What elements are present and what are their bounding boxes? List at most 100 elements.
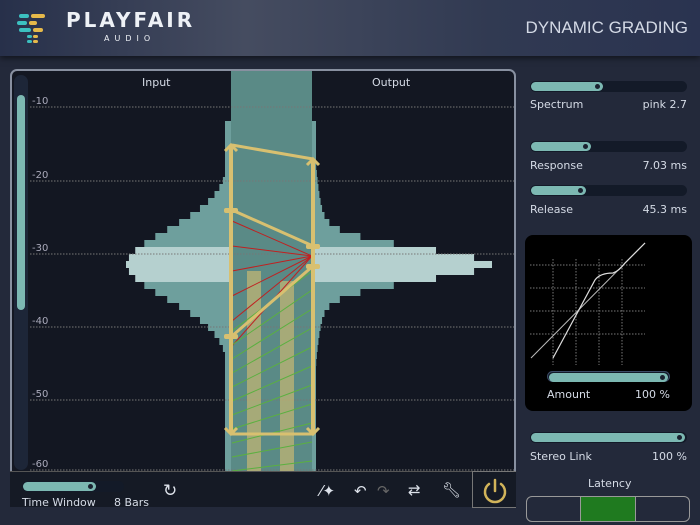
input-histogram-bar	[225, 142, 231, 149]
mapping-line-red	[231, 220, 313, 257]
latency-option-3[interactable]	[635, 496, 690, 522]
vertical-scrollbar[interactable]	[14, 75, 28, 470]
grading-view[interactable]: -10 -20 -30 -40 -50 -60 Input Output	[10, 69, 516, 506]
output-histogram-bar	[312, 233, 361, 240]
grading-visualization[interactable]: -10 -20 -30 -40 -50 -60	[12, 71, 514, 504]
mapping-line-green	[231, 460, 313, 472]
latency-label: Latency	[588, 477, 632, 490]
input-histogram-bar	[190, 310, 231, 317]
input-histogram-bar	[225, 373, 231, 380]
output-histogram-bar	[312, 205, 323, 212]
latency-option-2[interactable]	[580, 496, 636, 522]
output-histogram-bar	[312, 198, 321, 205]
output-histogram-bar	[312, 226, 340, 233]
swap-icon[interactable]: ⇄	[408, 481, 421, 499]
magic-wand-icon[interactable]: ⁄✦	[320, 482, 336, 500]
output-histogram-bar	[312, 247, 437, 254]
input-histogram-bar	[225, 380, 231, 387]
input-histogram-bar	[225, 422, 231, 429]
mapping-line-green	[231, 327, 313, 374]
input-histogram-bar	[199, 317, 231, 324]
response-slider[interactable]	[530, 141, 687, 152]
stereo-link-value: 100 %	[652, 450, 687, 463]
time-window-label: Time Window	[22, 496, 96, 509]
amount-value: 100 %	[635, 388, 670, 401]
redo-icon[interactable]: ↷	[377, 482, 390, 500]
input-histogram-bar	[225, 149, 231, 156]
input-histogram-bar	[225, 170, 231, 177]
time-window-slider[interactable]	[22, 481, 124, 492]
transfer-curve-graph	[530, 242, 646, 365]
input-histogram-bar	[167, 226, 231, 233]
output-histogram-bar	[312, 121, 316, 128]
output-histogram-bar	[312, 212, 325, 219]
level-band	[247, 271, 261, 504]
wrench-icon[interactable]: 🔧︎	[442, 481, 462, 499]
input-histogram-bar	[128, 268, 231, 275]
db-tick-label: -60	[32, 459, 48, 470]
level-band	[280, 281, 294, 504]
output-histogram-bar	[312, 457, 316, 464]
db-tick-label: -40	[32, 316, 48, 327]
input-histogram-bar	[219, 338, 231, 345]
output-histogram-bar	[312, 254, 475, 261]
output-histogram-bar	[312, 338, 319, 345]
logo-icon	[17, 14, 45, 43]
release-slider[interactable]	[530, 185, 687, 196]
arrow-handle-icon	[305, 156, 321, 167]
input-histogram-bar	[225, 436, 231, 443]
brand-name: PLAYFAIR	[66, 8, 196, 32]
arrow-handle-icon	[223, 426, 239, 437]
output-histogram-bar	[312, 303, 330, 310]
breakpoint-handle	[224, 334, 238, 339]
latency-option-1[interactable]	[526, 496, 581, 522]
undo-icon[interactable]: ↶	[354, 482, 367, 500]
input-histogram-bar	[155, 289, 231, 296]
output-histogram-bar	[312, 184, 319, 191]
input-histogram-bar	[225, 352, 231, 359]
refresh-icon[interactable]: ↻	[163, 481, 178, 501]
output-histogram-bar	[312, 296, 340, 303]
input-histogram-bar	[225, 128, 231, 135]
input-histogram-bar	[225, 457, 231, 464]
output-histogram-bar	[312, 149, 316, 156]
db-tick-label: -10	[32, 96, 48, 107]
mapping-line-red	[231, 255, 313, 272]
spectrum-slider[interactable]	[530, 81, 687, 92]
output-histogram-bar	[312, 142, 316, 149]
mapping-line-green	[231, 403, 313, 430]
amount-slider[interactable]	[547, 371, 670, 382]
plugin-title: DYNAMIC GRADING	[525, 18, 688, 37]
upper-link	[231, 208, 314, 248]
input-histogram-bar	[135, 247, 231, 254]
output-histogram-bar	[312, 219, 330, 226]
input-histogram-bar	[144, 282, 231, 289]
arrow-handle-icon	[223, 142, 239, 153]
breakpoint-handle	[306, 244, 320, 249]
output-histogram-bar	[312, 135, 316, 142]
db-tick-label: -30	[32, 243, 48, 254]
input-histogram-bar	[225, 135, 231, 142]
input-histogram-bar	[225, 121, 231, 128]
time-window-value: 8 Bars	[114, 496, 150, 509]
top-link	[231, 143, 314, 161]
output-histogram-bar	[312, 289, 361, 296]
stereo-link-slider[interactable]	[530, 432, 687, 443]
mapping-line-green	[231, 289, 313, 346]
mapping-line-green	[231, 441, 313, 458]
input-histogram-bar	[225, 156, 231, 163]
input-histogram-bar	[225, 415, 231, 422]
output-histogram-bar	[312, 128, 316, 135]
scrollbar-thumb[interactable]	[17, 95, 25, 310]
release-label: Release	[530, 203, 573, 216]
output-histogram-bar	[312, 317, 323, 324]
release-value: 45.3 ms	[642, 203, 687, 216]
breakpoint-handle	[224, 208, 238, 213]
power-button[interactable]	[472, 471, 516, 508]
output-histogram-bar	[312, 436, 316, 443]
mapping-line-red	[231, 255, 313, 297]
mapping-line-green	[231, 365, 313, 402]
output-histogram-bar	[312, 275, 437, 282]
input-histogram-bar	[225, 163, 231, 170]
input-histogram-bar	[135, 275, 231, 282]
